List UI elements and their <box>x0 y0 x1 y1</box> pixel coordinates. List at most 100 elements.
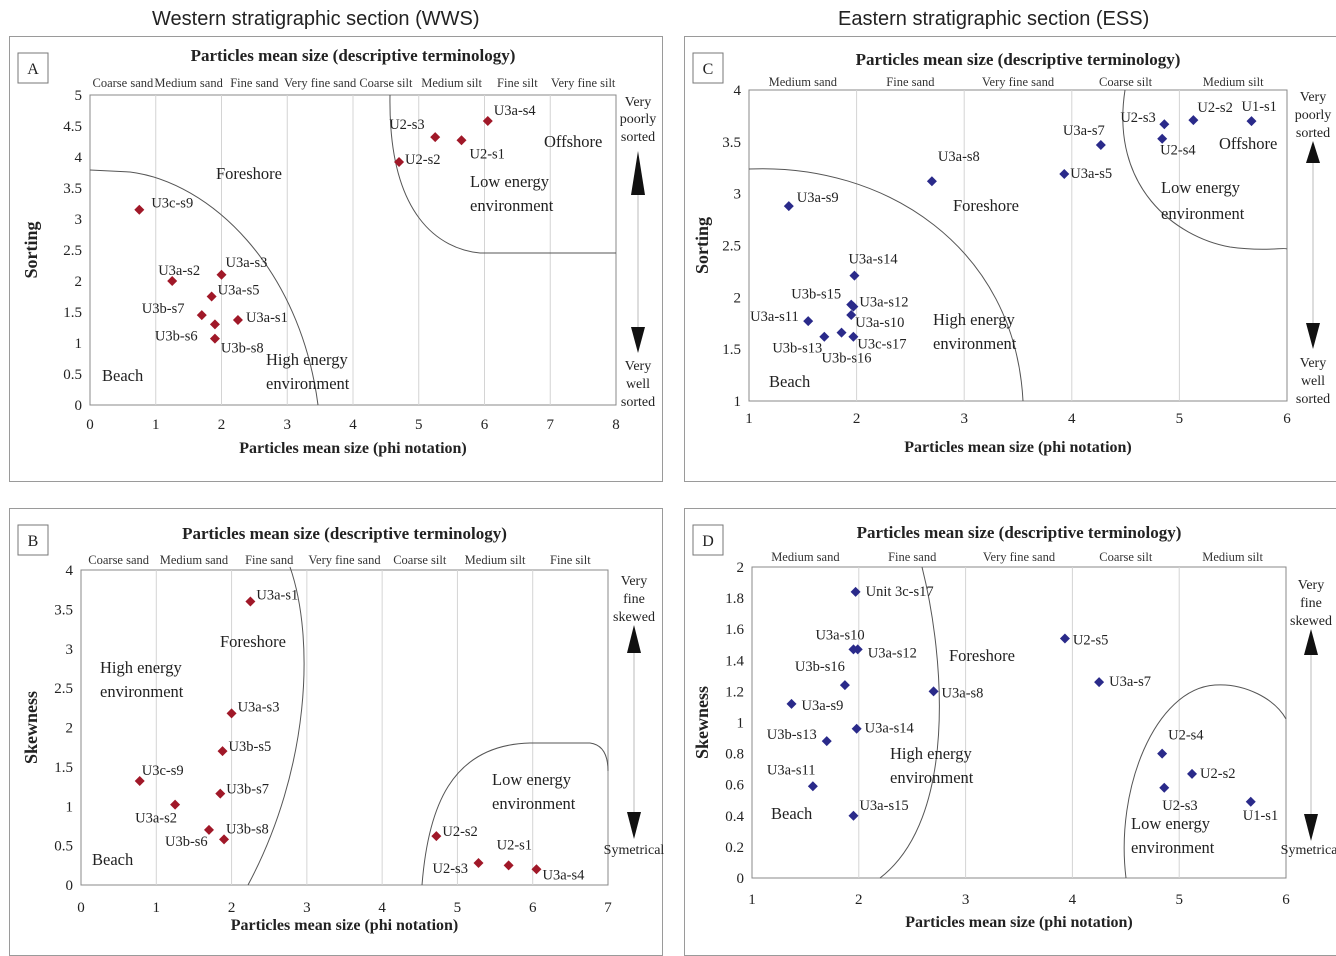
zone-label: environment <box>1161 204 1245 223</box>
arrow-down-icon <box>1304 814 1318 841</box>
category-label: Coarse sand <box>93 76 154 90</box>
data-point-label: U3a-s14 <box>865 721 915 737</box>
data-point-marker <box>848 331 859 342</box>
x-axis-label: Particles mean size (phi notation) <box>231 917 459 934</box>
data-point-marker <box>803 316 814 327</box>
x-tick-label: 4 <box>1068 411 1076 427</box>
data-point-marker <box>134 204 145 215</box>
x-tick-label: 6 <box>481 417 489 433</box>
y-tick-label: 0.4 <box>725 809 744 825</box>
y-tick-label: 0 <box>66 878 74 894</box>
x-tick-label: 7 <box>604 900 612 916</box>
data-point-label: U3a-s1 <box>256 588 298 604</box>
data-point-marker <box>206 291 217 302</box>
data-point-label: U3a-s3 <box>226 255 268 271</box>
y-tick-label: 5 <box>75 88 83 104</box>
zone-label: High energy <box>933 310 1015 329</box>
data-point-marker <box>215 788 226 799</box>
y-tick-label: 0.8 <box>725 747 744 763</box>
category-label: Fine sand <box>886 75 935 89</box>
panel-letter-box <box>17 52 49 84</box>
y-tick-label: 1 <box>75 336 83 352</box>
x-tick-label: 4 <box>349 417 357 433</box>
zone-label: Beach <box>769 372 811 391</box>
data-point-label: U3a-s3 <box>238 699 280 715</box>
category-label: Coarse silt <box>1099 550 1153 564</box>
data-point-marker <box>1059 633 1070 644</box>
category-label: Very fine sand <box>982 75 1055 89</box>
arrow-down-icon <box>631 327 645 353</box>
data-point-marker <box>209 333 220 344</box>
category-label: Coarse sand <box>88 553 149 567</box>
chart-title: Particles mean size (descriptive termino… <box>191 46 516 65</box>
x-tick-label: 2 <box>218 417 226 433</box>
side-label-bottom: sorted <box>621 395 655 410</box>
zone-boundary-curve <box>421 742 609 886</box>
zone-boundary-curve <box>89 169 319 406</box>
zone-label: Beach <box>102 366 144 385</box>
data-point-marker <box>203 824 214 835</box>
x-tick-label: 3 <box>962 892 970 908</box>
side-label-top: fine <box>1300 596 1322 611</box>
data-point-marker <box>1159 782 1170 793</box>
arrow-up-icon <box>631 151 645 195</box>
data-point-label: U3c-s9 <box>151 196 193 212</box>
category-label: Coarse silt <box>359 76 413 90</box>
y-tick-label: 1 <box>66 799 74 815</box>
zone-boundary-curve <box>247 566 305 886</box>
data-point-label: U3a-s11 <box>750 309 799 325</box>
x-tick-label: 0 <box>77 900 85 916</box>
arrow-up-icon <box>1304 629 1318 655</box>
category-label: Very fine sand <box>284 76 357 90</box>
data-point-label: U3b-s8 <box>221 341 264 357</box>
zone-label: Low energy <box>1161 178 1241 197</box>
chart-c-canvas: C 1 2 3 4 5 6 1 1.5 2 2.5 3 3.5 4 Medium sand Fine sand… <box>692 50 1331 456</box>
zone-label: environment <box>933 334 1017 353</box>
y-tick-label: 2 <box>734 290 742 306</box>
data-point-label: U3a-s14 <box>848 252 898 268</box>
data-point-marker <box>473 857 484 868</box>
x-tick-label: 2 <box>853 411 861 427</box>
data-point-label: U3a-s10 <box>815 627 864 643</box>
panel-letter: B <box>28 533 39 550</box>
data-point-label: U3a-s4 <box>494 103 537 119</box>
zone-label: Beach <box>771 804 813 823</box>
category-label: Fine sand <box>230 76 279 90</box>
y-tick-label: 4 <box>66 563 74 579</box>
data-point-label: U1-s1 <box>1241 99 1276 115</box>
y-tick-label: 2.5 <box>63 243 82 259</box>
zone-label: environment <box>492 794 576 813</box>
zone-label: environment <box>266 374 350 393</box>
data-point-marker <box>926 176 937 187</box>
data-point-label: U3a-s4 <box>542 867 585 883</box>
y-axis-label: Skewness <box>21 691 41 764</box>
data-point-label: U1-s1 <box>1243 808 1278 824</box>
data-point-marker <box>821 736 832 747</box>
x-tick-label: 5 <box>1176 411 1184 427</box>
data-point-marker <box>1187 768 1198 779</box>
y-tick-label: 3 <box>75 212 83 228</box>
x-tick-label: 5 <box>415 417 423 433</box>
x-tick-label: 4 <box>1069 892 1077 908</box>
zone-label: Foreshore <box>216 164 282 183</box>
data-point-label: U3c-s17 <box>857 337 906 353</box>
arrow-down-icon <box>1306 323 1320 349</box>
data-point-marker <box>1188 115 1199 126</box>
zone-label: Low energy <box>492 770 572 789</box>
side-label-top: sorted <box>621 130 655 145</box>
data-point-marker <box>807 781 818 792</box>
data-point-label: U3a-s8 <box>938 149 980 165</box>
data-point-label: U3b-s15 <box>791 287 841 303</box>
y-tick-label: 0.2 <box>725 840 744 856</box>
data-point-label: U2-s3 <box>433 861 468 877</box>
data-point-marker <box>849 270 860 281</box>
y-tick-label: 4.5 <box>63 119 82 135</box>
x-tick-label: 6 <box>529 900 537 916</box>
data-point-label: U2-s2 <box>442 824 477 840</box>
chart-title: Particles mean size (descriptive termino… <box>182 524 507 543</box>
chart-panel-d: D 1 2 3 4 5 6 0 0.2 0.4 0.6 0.8 1 1.2 1.4 1.6 1.8 2 Medium… <box>684 508 1336 956</box>
panel-letter: C <box>703 61 714 78</box>
y-tick-label: 2.5 <box>722 239 741 255</box>
x-tick-label: 1 <box>152 417 160 433</box>
y-tick-label: 0.6 <box>725 778 744 794</box>
